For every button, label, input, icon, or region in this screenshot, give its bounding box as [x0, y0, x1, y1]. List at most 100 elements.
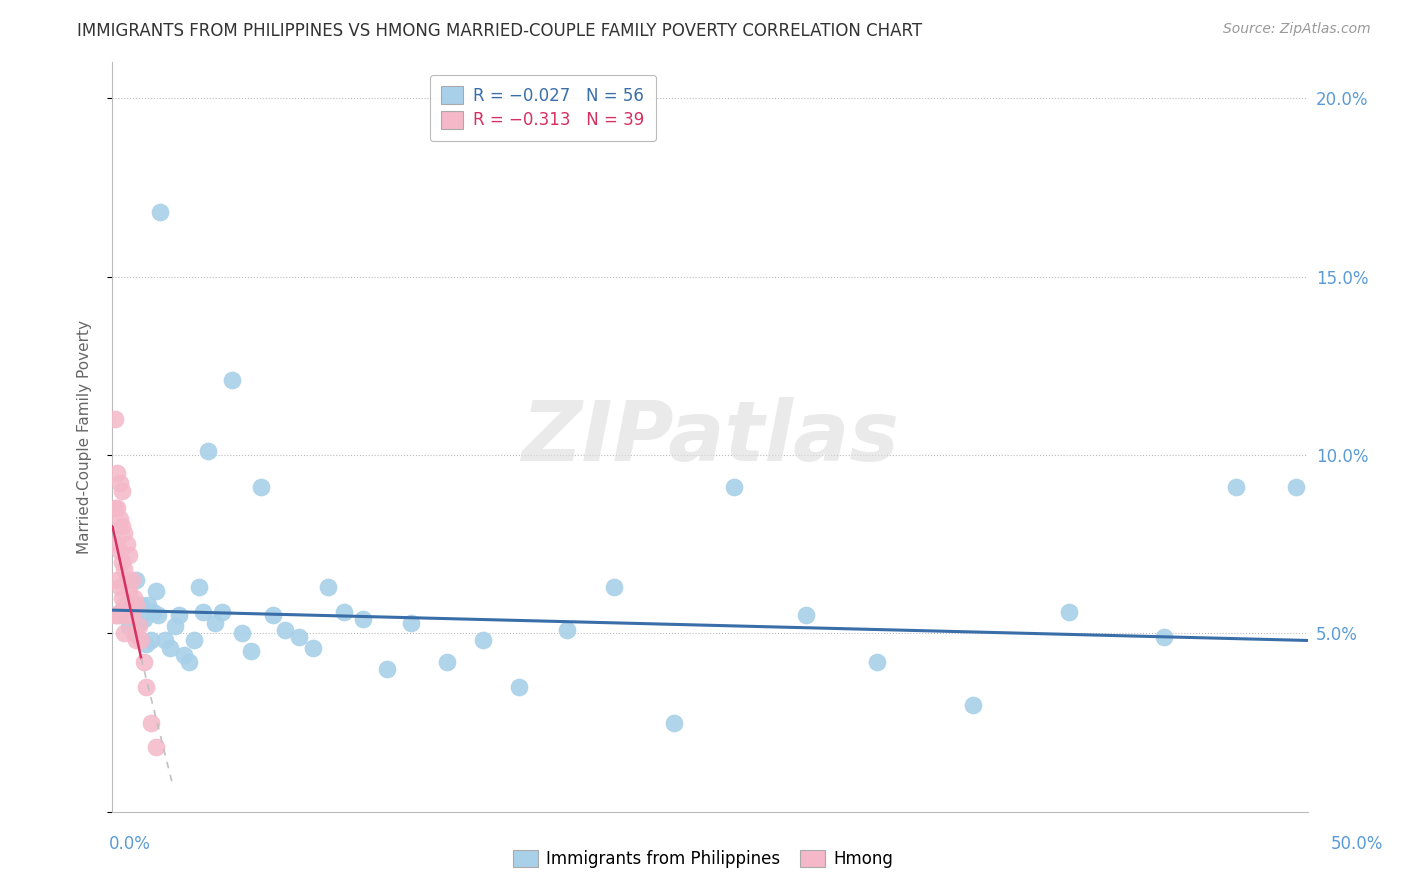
Point: [139, 715, 162, 730]
Point: [111, 483, 134, 498]
Point: [104, 412, 127, 426]
Point: [114, 598, 135, 612]
Point: [114, 608, 135, 623]
Point: [173, 648, 195, 662]
Point: [145, 740, 167, 755]
Point: [177, 655, 200, 669]
Point: [114, 526, 135, 541]
Point: [122, 626, 145, 640]
Y-axis label: Married-Couple Family Poverty: Married-Couple Family Poverty: [77, 320, 91, 554]
Point: [153, 633, 176, 648]
Point: [142, 605, 165, 619]
Point: [105, 466, 128, 480]
Point: [129, 598, 152, 612]
Point: [122, 591, 145, 605]
Point: [108, 476, 131, 491]
Point: [193, 605, 215, 619]
Point: [115, 573, 138, 587]
Point: [377, 662, 399, 676]
Point: [125, 598, 148, 612]
Point: [118, 548, 141, 562]
Point: [1057, 605, 1080, 619]
Point: [125, 573, 148, 587]
Point: [273, 623, 295, 637]
Point: [288, 630, 311, 644]
Point: [132, 612, 155, 626]
Point: [108, 544, 131, 558]
Point: [118, 583, 141, 598]
Point: [108, 580, 131, 594]
Point: [114, 626, 135, 640]
Point: [508, 680, 530, 694]
Point: [163, 619, 186, 633]
Point: [794, 608, 817, 623]
Point: [104, 608, 127, 623]
Point: [664, 715, 686, 730]
Point: [105, 608, 128, 623]
Point: [105, 501, 128, 516]
Point: [115, 537, 138, 551]
Point: [135, 680, 157, 694]
Point: [105, 537, 128, 551]
Point: [145, 583, 167, 598]
Point: [262, 608, 284, 623]
Point: [352, 612, 374, 626]
Point: [302, 640, 325, 655]
Point: [111, 555, 134, 569]
Point: [436, 655, 458, 669]
Point: [135, 637, 157, 651]
Point: [1153, 630, 1175, 644]
Point: [125, 633, 148, 648]
Point: [138, 598, 160, 612]
Point: [197, 444, 219, 458]
Point: [111, 591, 134, 605]
Point: [249, 480, 271, 494]
Point: [129, 633, 152, 648]
Point: [122, 626, 145, 640]
Point: [115, 608, 138, 623]
Point: [118, 608, 141, 623]
Point: [187, 580, 209, 594]
Point: [204, 615, 226, 630]
Point: [105, 573, 128, 587]
Point: [1225, 480, 1247, 494]
Point: [169, 608, 191, 623]
Point: [231, 626, 253, 640]
Point: [401, 615, 423, 630]
Point: [132, 655, 155, 669]
Point: [128, 619, 150, 633]
Point: [603, 580, 626, 594]
Legend: R = −0.027   N = 56, R = −0.313   N = 39: R = −0.027 N = 56, R = −0.313 N = 39: [430, 75, 655, 141]
Point: [240, 644, 263, 658]
Point: [108, 512, 131, 526]
Point: [472, 633, 495, 648]
Point: [118, 619, 141, 633]
Text: 50.0%: 50.0%: [1330, 835, 1384, 853]
Point: [121, 608, 143, 623]
Text: IMMIGRANTS FROM PHILIPPINES VS HMONG MARRIED-COUPLE FAMILY POVERTY CORRELATION C: IMMIGRANTS FROM PHILIPPINES VS HMONG MAR…: [77, 22, 922, 40]
Point: [114, 562, 135, 576]
Text: Source: ZipAtlas.com: Source: ZipAtlas.com: [1223, 22, 1371, 37]
Point: [128, 615, 150, 630]
Point: [108, 608, 131, 623]
Point: [121, 573, 143, 587]
Point: [111, 519, 134, 533]
Point: [555, 623, 578, 637]
Point: [723, 480, 745, 494]
Point: [962, 698, 984, 712]
Point: [866, 655, 889, 669]
Legend: Immigrants from Philippines, Hmong: Immigrants from Philippines, Hmong: [506, 843, 900, 875]
Point: [104, 501, 127, 516]
Point: [149, 205, 172, 219]
Point: [139, 633, 162, 648]
Point: [333, 605, 356, 619]
Point: [211, 605, 233, 619]
Point: [183, 633, 205, 648]
Text: ZIPatlas: ZIPatlas: [522, 397, 898, 477]
Point: [121, 598, 143, 612]
Point: [159, 640, 181, 655]
Point: [115, 608, 138, 623]
Point: [146, 608, 169, 623]
Point: [316, 580, 339, 594]
Point: [1285, 480, 1308, 494]
